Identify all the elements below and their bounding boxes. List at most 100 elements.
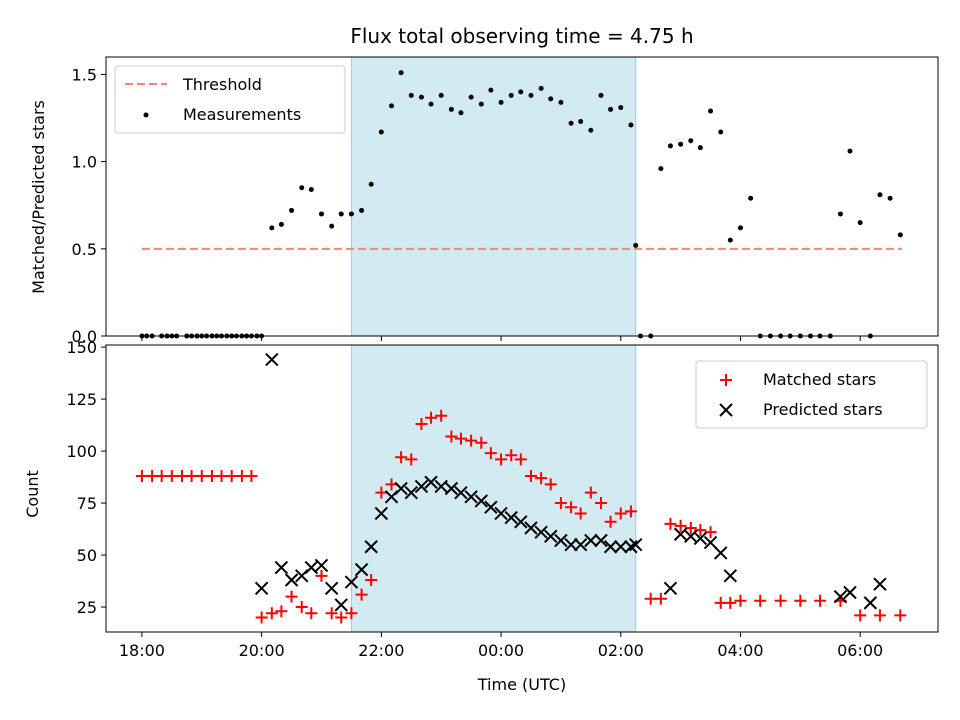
matched-star-point — [544, 478, 557, 491]
measurement-point — [458, 110, 464, 116]
matched-star-point — [554, 497, 567, 510]
matched-star-point — [595, 497, 608, 510]
measurement-point — [508, 92, 514, 98]
measurement-point — [658, 166, 664, 172]
predicted-star-point — [364, 540, 378, 554]
x-tick-label: 04:00 — [717, 641, 763, 660]
predicted-star-point — [484, 500, 498, 514]
predicted-star-point — [524, 521, 538, 535]
measurement-point — [718, 129, 724, 135]
predicted-star-point — [514, 515, 528, 529]
x-tick-label: 00:00 — [478, 641, 524, 660]
measurement-point — [329, 223, 335, 229]
matched-star-point — [215, 470, 228, 483]
matched-star-point — [674, 519, 687, 532]
x-tick-label: 22:00 — [358, 641, 404, 660]
measurement-point — [359, 207, 365, 213]
top-panel: 0.0 0.5 1.0 1.5 Matched/Predicted stars Thr… — [29, 56, 939, 346]
matched-star-point — [654, 592, 667, 605]
y-tick-label: 150 — [66, 338, 97, 357]
x-tick-label: 02:00 — [598, 641, 644, 660]
matched-star-point — [724, 596, 737, 609]
legend-threshold-label: Threshold — [182, 75, 262, 94]
measurement-point — [418, 94, 424, 100]
measurement-point — [468, 94, 474, 100]
bottom-shaded-region — [350, 344, 637, 633]
measurement-point — [448, 106, 454, 112]
matched-star-point — [265, 607, 278, 620]
predicted-star-point — [304, 560, 319, 575]
predicted-star-point — [344, 575, 359, 589]
matched-star-point — [614, 507, 627, 520]
measurement-point — [348, 211, 354, 217]
predicted-star-point — [284, 573, 299, 587]
matched-star-point — [734, 594, 747, 607]
measurement-point — [269, 225, 275, 231]
measurement-point — [727, 237, 733, 243]
bottom-legend: Matched stars Predicted stars — [695, 360, 928, 429]
legend-measurements-label: Measurements — [183, 105, 301, 124]
measurement-point — [378, 129, 384, 135]
matched-star-point — [165, 470, 178, 483]
measurement-point — [538, 85, 544, 91]
matched-star-point — [495, 453, 508, 466]
matched-star-point — [524, 470, 537, 483]
measurement-point — [299, 185, 305, 191]
matched-star-point — [454, 432, 467, 445]
measurement-point — [289, 207, 295, 213]
measurement-point — [428, 101, 434, 107]
matched-star-point — [325, 607, 338, 620]
y-tick-label: 75 — [77, 494, 97, 513]
predicted-star-point — [714, 546, 728, 560]
predicted-star-point — [564, 537, 578, 552]
predicted-star-point — [663, 581, 678, 596]
matched-star-point — [624, 505, 637, 518]
matched-star-point — [415, 418, 428, 431]
matched-star-point — [435, 409, 448, 422]
measurement-point — [278, 221, 284, 227]
matched-star-point — [774, 594, 787, 607]
predicted-star-point — [573, 537, 588, 552]
top-legend-box — [114, 65, 346, 134]
measurement-point — [688, 138, 694, 144]
predicted-star-point — [629, 537, 643, 552]
y-tick-label: 0.0 — [72, 327, 97, 346]
matched-star-point — [794, 594, 807, 607]
predicted-star-point — [614, 540, 628, 554]
matched-star-point — [355, 588, 368, 601]
measurement-point — [398, 70, 404, 76]
predicted-star-point — [594, 533, 608, 548]
bottom-legend-box — [695, 360, 928, 429]
measurement-point — [697, 145, 703, 151]
measurement-point — [389, 103, 395, 109]
predicted-star-point — [274, 560, 289, 575]
predicted-star-point — [723, 569, 738, 583]
matched-star-point — [574, 507, 587, 520]
matched-star-point — [285, 590, 298, 603]
predicted-star-point — [554, 533, 568, 548]
measurement-point — [847, 148, 853, 154]
predicted-star-point — [693, 531, 708, 546]
measurement-point — [897, 232, 903, 238]
matched-star-point — [135, 470, 148, 483]
matched-star-point — [245, 470, 258, 483]
predicted-star-point — [544, 529, 558, 544]
predicted-star-point — [703, 535, 718, 550]
predicted-star-point — [444, 481, 459, 496]
predicted-star-point — [254, 581, 269, 596]
matched-star-point — [465, 434, 478, 447]
matched-star-point — [295, 601, 308, 614]
bottom-panel: 18:00 20:00 22:00 00:00 02:00 04:00 06:00 25 50 7… — [23, 338, 939, 694]
predicted-star-point — [504, 510, 518, 525]
matched-star-point — [814, 594, 827, 607]
predicted-star-point — [843, 585, 857, 600]
measurement-point — [887, 195, 893, 201]
predicted-star-point — [873, 577, 887, 591]
measurement-point — [368, 181, 374, 187]
measurement-point — [548, 96, 554, 102]
predicted-star-point — [424, 475, 438, 489]
measurement-point — [633, 242, 639, 248]
matched-star-point — [365, 574, 378, 587]
measurement-point — [628, 122, 634, 128]
